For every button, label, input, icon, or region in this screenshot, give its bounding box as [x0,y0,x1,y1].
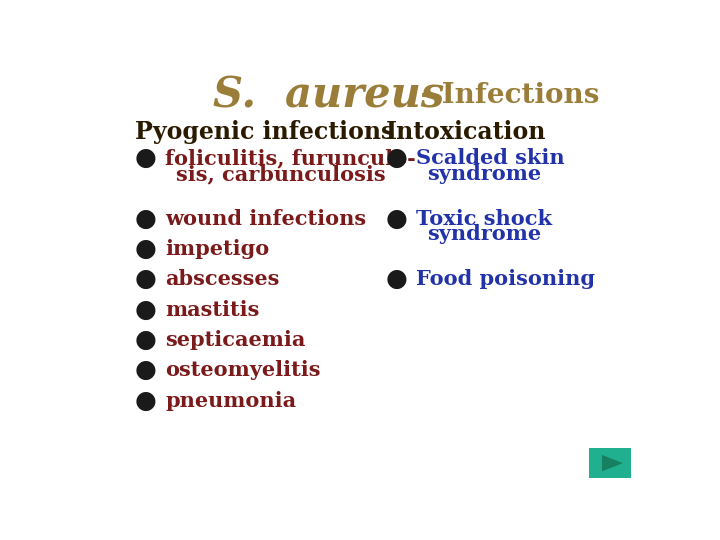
Text: Toxic shock: Toxic shock [416,208,552,228]
Text: ●: ● [135,328,156,352]
Text: abscesses: abscesses [166,269,279,289]
Text: ●: ● [135,237,156,261]
Text: Food poisoning: Food poisoning [416,269,595,289]
Text: mastitis: mastitis [166,300,260,320]
Text: wound infections: wound infections [166,208,366,228]
Text: Intoxication: Intoxication [386,120,546,144]
Text: ●: ● [135,359,156,382]
Text: ●: ● [135,267,156,292]
Text: Scalded skin: Scalded skin [416,148,565,168]
Text: ●: ● [386,207,408,231]
Text: syndrome: syndrome [428,225,541,245]
Text: impetigo: impetigo [166,239,269,259]
Text: S.  aureus: S. aureus [213,75,444,117]
Text: Pyogenic infections: Pyogenic infections [135,120,394,144]
Text: syndrome: syndrome [428,164,541,184]
Text: ●: ● [135,207,156,231]
Text: ●: ● [135,389,156,413]
Text: septicaemia: septicaemia [166,330,306,350]
FancyBboxPatch shape [590,448,631,478]
Text: pneumonia: pneumonia [166,391,297,411]
Text: sis, carbunculosis: sis, carbunculosis [176,164,386,184]
Text: osteomyelitis: osteomyelitis [166,360,321,380]
Text: - Infections: - Infections [411,83,599,110]
Polygon shape [602,455,623,471]
Text: ●: ● [386,146,408,170]
Text: foliculitis, furunculo-: foliculitis, furunculo- [166,148,416,168]
Text: ●: ● [135,146,156,170]
Text: ●: ● [135,298,156,322]
Text: ●: ● [386,267,408,291]
